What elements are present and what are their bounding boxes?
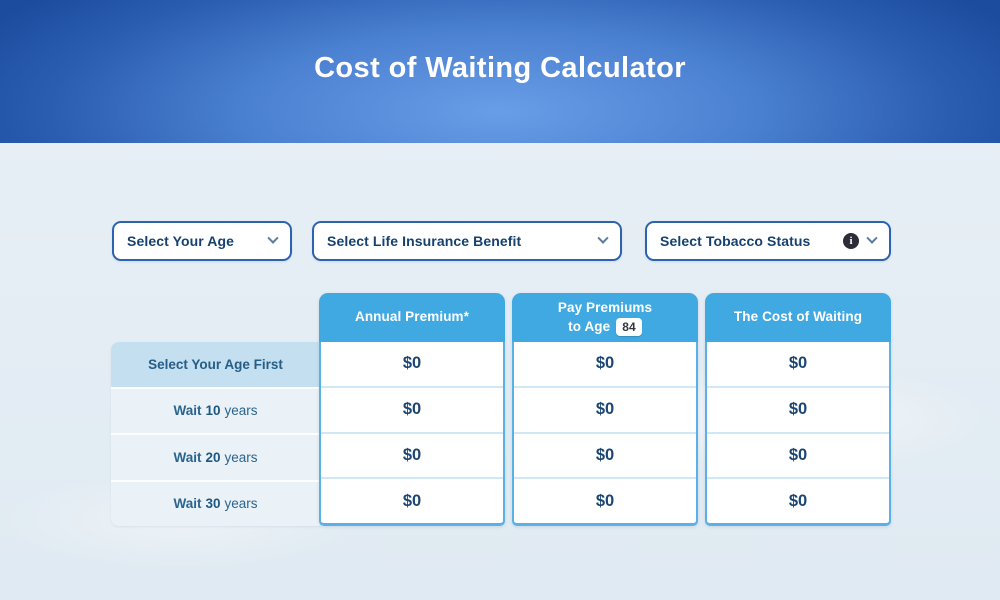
annual-premium-header: Annual Premium* <box>319 293 505 342</box>
row-label-select-age-first: Select Your Age First <box>111 342 320 387</box>
pay-premiums-values: $0 $0 $0 $0 <box>512 342 698 526</box>
select-tobacco-label: Select Tobacco Status <box>660 233 811 249</box>
page-header: Cost of Waiting Calculator <box>0 0 1000 143</box>
select-benefit-label: Select Life Insurance Benefit <box>327 233 522 249</box>
row-label-wait-30-years: Wait 30 years <box>111 479 320 526</box>
select-age-dropdown[interactable]: Select Your Age <box>112 221 292 261</box>
pay-premiums-column: Pay Premiums to Age 84 $0 $0 $0 $0 <box>512 293 698 526</box>
value-cell: $0 <box>514 385 696 432</box>
cost-of-waiting-column: The Cost of Waiting $0 $0 $0 $0 <box>705 293 891 526</box>
annual-premium-values: $0 $0 $0 $0 <box>319 342 505 526</box>
value-cell: $0 <box>788 354 808 373</box>
page-title: Cost of Waiting Calculator <box>314 52 686 84</box>
info-icon[interactable]: i <box>843 233 859 249</box>
value-cell: $0 <box>707 477 889 523</box>
row-labels-column: Select Your Age First Wait 10 years Wait… <box>111 342 320 526</box>
annual-premium-column: Annual Premium* $0 $0 $0 $0 <box>319 293 505 526</box>
cost-of-waiting-header: The Cost of Waiting <box>705 293 891 342</box>
value-cell: $0 <box>321 385 503 432</box>
select-age-label: Select Your Age <box>127 233 235 249</box>
select-benefit-dropdown[interactable]: Select Life Insurance Benefit <box>312 221 622 261</box>
value-cell: $0 <box>707 385 889 432</box>
value-cell: $0 <box>402 354 422 373</box>
chevron-down-icon <box>597 232 609 244</box>
age-badge: 84 <box>616 317 642 336</box>
value-cell: $0 <box>707 431 889 478</box>
cost-of-waiting-values: $0 $0 $0 $0 <box>705 342 891 526</box>
pay-premiums-header: Pay Premiums to Age 84 <box>512 293 698 342</box>
chevron-down-icon <box>267 232 279 244</box>
value-cell: $0 <box>514 477 696 523</box>
row-label-wait-20-years: Wait 20 years <box>111 433 320 480</box>
select-tobacco-dropdown[interactable]: Select Tobacco Status i <box>645 221 891 261</box>
row-label-wait-10-years: Wait 10 years <box>111 386 320 433</box>
value-cell: $0 <box>321 431 503 478</box>
value-cell: $0 <box>514 431 696 478</box>
value-cell: $0 <box>321 477 503 523</box>
value-cell: $0 <box>595 354 615 373</box>
chevron-down-icon <box>866 232 878 244</box>
